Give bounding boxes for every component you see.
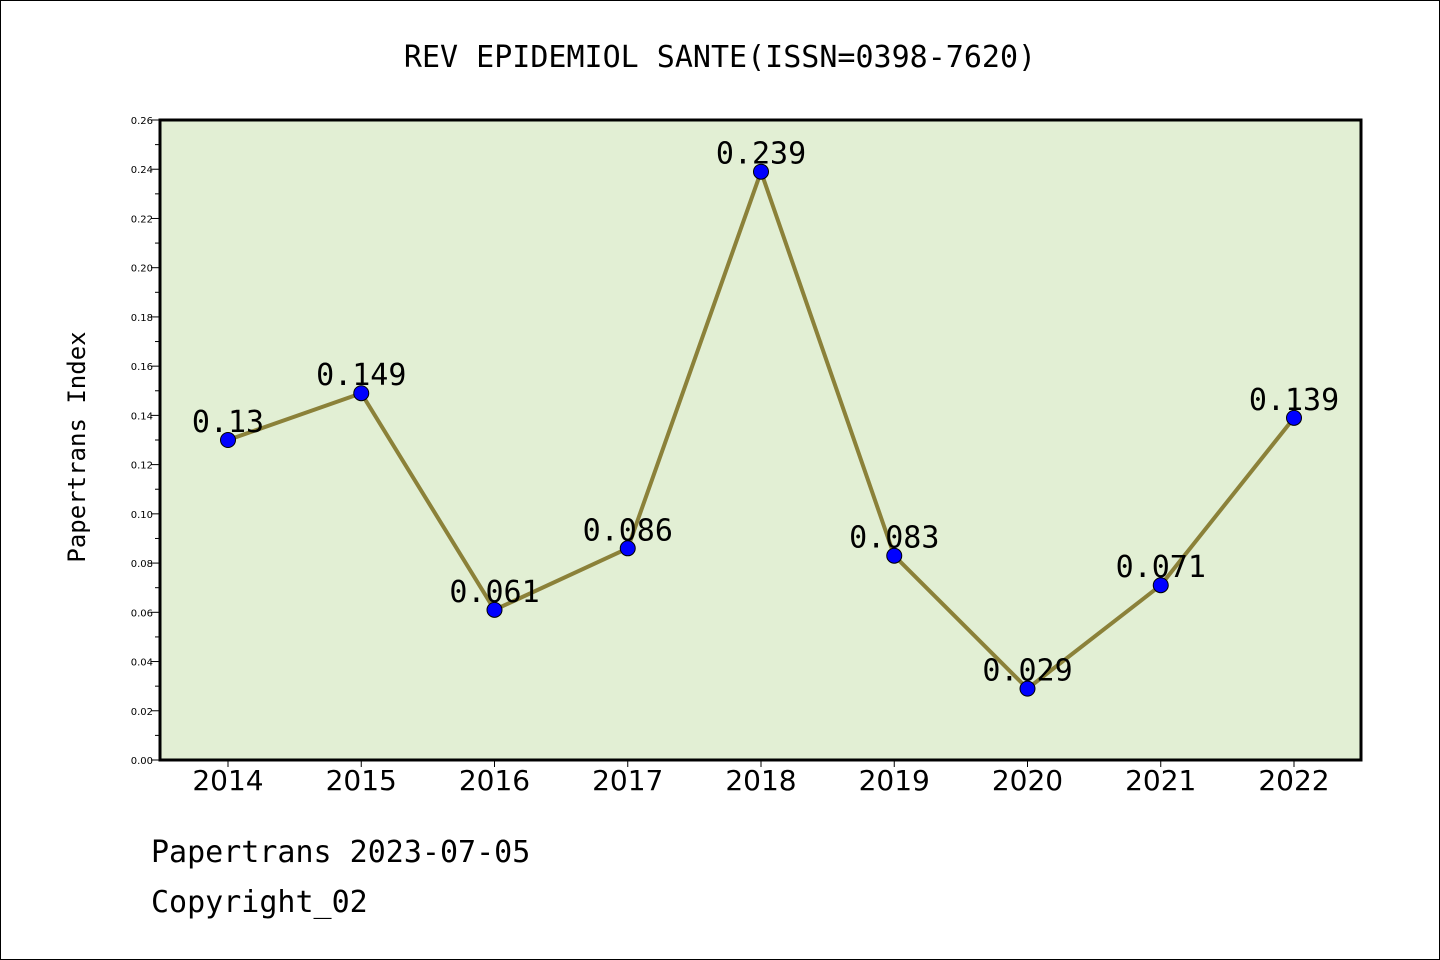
data-label: 0.139: [1249, 383, 1339, 418]
x-tick-label: 2022: [1258, 764, 1329, 797]
x-axis-ticks: 2014 2015 2016 2017 2018 2019 2020 2021 2022: [192, 760, 1330, 797]
x-tick-label: 2015: [326, 764, 397, 797]
data-label: 0.029: [982, 654, 1072, 689]
plot-area: [158, 118, 1363, 762]
y-tick-label: 0.04: [131, 658, 153, 669]
data-label: 0.239: [716, 137, 806, 172]
y-tick-label: 0.00: [131, 756, 153, 767]
y-tick-label: 0.08: [131, 559, 153, 570]
data-label: 0.086: [583, 513, 673, 548]
footer-copyright: Copyright_02: [151, 885, 368, 920]
data-label: 0.061: [449, 575, 539, 610]
x-tick-label: 2019: [859, 764, 930, 797]
data-label: 0.13: [192, 405, 264, 440]
y-axis-ticks: 0.00 0.02 0.04 0.06 0.08 0.10 0.12 0.14 0.16 0.18…: [131, 116, 160, 767]
data-point: [486, 601, 503, 618]
x-tick-label: 2018: [725, 764, 796, 797]
y-tick-label: 0.14: [131, 411, 153, 422]
y-tick-label: 0.22: [131, 214, 153, 225]
y-tick-label: 0.02: [131, 707, 153, 718]
data-point: [753, 163, 769, 180]
x-tick-label: 2020: [992, 764, 1063, 797]
footer-date: Papertrans 2023-07-05: [151, 835, 531, 870]
series-layer: 0.13 0.149 0.061 0.086 0.239 0.083 0.029 0.071 0…: [192, 137, 1339, 697]
data-label: 0.083: [849, 521, 939, 556]
y-tick-label: 0.12: [131, 461, 153, 472]
y-tick-label: 0.24: [131, 165, 153, 176]
data-point: [1286, 409, 1302, 426]
x-tick-label: 2021: [1125, 764, 1196, 797]
data-label: 0.149: [316, 358, 406, 393]
y-tick-label: 0.26: [131, 116, 153, 127]
x-tick-label: 2014: [192, 764, 263, 797]
x-tick-label: 2017: [592, 764, 663, 797]
y-tick-label: 0.16: [131, 362, 153, 373]
data-point: [1152, 577, 1169, 594]
data-point: [619, 540, 636, 557]
chart-title: REV EPIDEMIOL SANTE(ISSN=0398-7620): [404, 40, 1036, 75]
y-tick-label: 0.06: [131, 608, 153, 619]
y-axis-label: Papertrans Index: [63, 331, 91, 562]
data-point: [1019, 680, 1036, 697]
data-point: [353, 385, 370, 402]
data-label: 0.071: [1116, 550, 1206, 585]
data-point: [220, 432, 236, 448]
x-tick-label: 2016: [459, 764, 530, 797]
y-tick-label: 0.10: [131, 510, 153, 521]
y-tick-label: 0.20: [131, 264, 153, 275]
data-point: [886, 547, 903, 564]
y-tick-label: 0.18: [131, 313, 153, 324]
